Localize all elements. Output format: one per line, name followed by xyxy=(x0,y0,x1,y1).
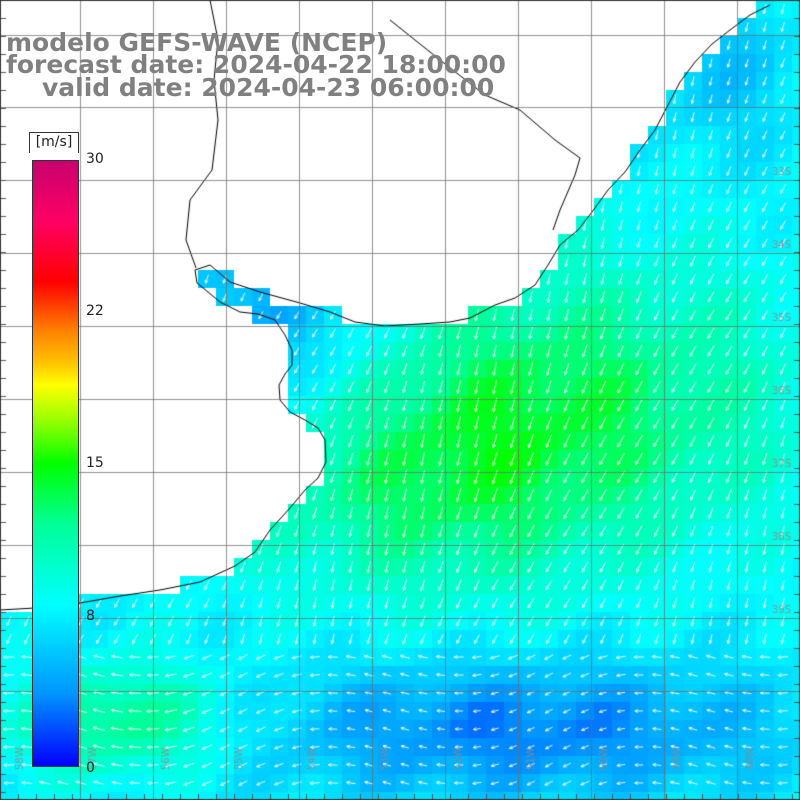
valid-date: valid date: 2024-04-23 06:00:00 xyxy=(42,73,495,102)
colorbar xyxy=(32,160,79,767)
colorbar-tick-label: 30 xyxy=(86,151,104,167)
colorbar-tick-label: 8 xyxy=(86,608,95,624)
colorbar-tick-label: 15 xyxy=(86,455,104,471)
colorbar-tick-label: 0 xyxy=(86,760,95,776)
colorbar-tick-label: 22 xyxy=(86,303,104,319)
colorbar-unit-label: [m/s] xyxy=(29,132,79,153)
model-title: modelo GEFS-WAVE (NCEP) xyxy=(6,28,388,57)
forecast-date: forecast date: 2024-04-22 18:00:00 xyxy=(6,50,506,79)
